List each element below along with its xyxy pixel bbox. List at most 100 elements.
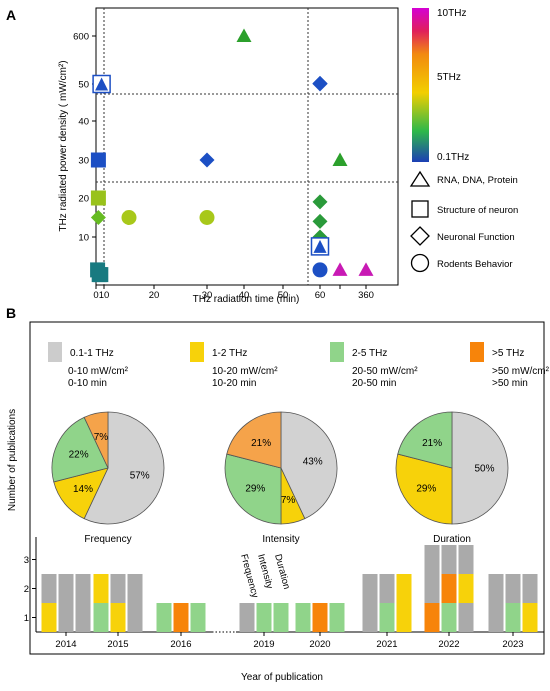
bar-year-label: 2014 [55, 639, 76, 650]
pie-slice [224, 453, 282, 525]
x-tick-label: 10 [99, 290, 110, 301]
bar-year-label: 2019 [253, 639, 274, 650]
pie-slice-label: 29% [245, 483, 265, 494]
legend-swatch [190, 342, 204, 362]
bar-segment [256, 603, 272, 632]
panel-label-b: B [6, 305, 16, 321]
pie-slice-label: 14% [73, 484, 93, 495]
colorbar-label-01thz: 0.1THz [437, 152, 469, 163]
pie-title: Intensity [262, 534, 299, 545]
legend-line-3: 0-10 min [68, 378, 107, 389]
bar-segment [362, 603, 378, 632]
y-tick-label: 20 [78, 194, 89, 205]
bar-segment [93, 574, 109, 603]
bar-segment [505, 574, 521, 603]
data-point-triangle-in-square [310, 237, 330, 256]
pie-slice [83, 411, 109, 469]
bar-segment [458, 574, 474, 603]
pie-slice-label: 22% [69, 450, 89, 461]
bar-segment [379, 574, 395, 603]
bar-segment [488, 603, 504, 632]
point-triangle-fill [95, 77, 109, 91]
x-tick-label: 0 [93, 290, 98, 301]
legend-label-rna: RNA, DNA, Protein [437, 175, 518, 186]
pie-slice-label: 7% [94, 432, 109, 443]
data-point-triangle [358, 262, 374, 276]
y-tick-label: 30 [78, 156, 89, 167]
pie-slice [226, 411, 282, 469]
bar-segment [441, 603, 457, 632]
legend-line-2: 0-10 mW/cm² [68, 366, 129, 377]
colorbar-label-10thz: 10THz [437, 8, 466, 19]
legend-line-3: 20-50 min [352, 378, 396, 389]
bar-segment [156, 603, 172, 632]
pie-slice-label: 50% [474, 464, 494, 475]
data-point-circle [312, 262, 328, 278]
bar-segment [41, 603, 57, 632]
pie-slice-label: 43% [303, 456, 323, 467]
pie-slice [397, 411, 453, 469]
bar-segment [75, 574, 91, 603]
bar-segment [58, 603, 74, 632]
y-tick-label: 40 [78, 117, 89, 128]
bar-year-label: 2016 [170, 639, 191, 650]
legend-label-function: Neuronal Function [437, 232, 515, 243]
bar-segment [522, 574, 538, 603]
data-point-diamond [312, 194, 328, 210]
panel-b-frame [29, 321, 545, 655]
bar-segment [458, 603, 474, 632]
bar-segment [329, 603, 345, 632]
pie-slice [395, 453, 453, 525]
bar-segment [173, 603, 189, 632]
data-point-diamond [312, 213, 328, 229]
x-tick-label: 60 [315, 290, 326, 301]
bar-y-tick-label: 3 [24, 555, 29, 566]
bar-segment [362, 574, 378, 603]
bar-segment [110, 603, 126, 632]
bar-segment [441, 545, 457, 574]
bar-segment [75, 603, 91, 632]
data-point-circle [199, 210, 215, 225]
legend-line-1: 0.1-1 THz [70, 348, 114, 359]
bar-segment [93, 603, 109, 632]
legend-circle-icon [410, 253, 430, 273]
pie-slice [83, 411, 165, 525]
x-tick-label: 30 [202, 290, 213, 301]
pie-slice [51, 416, 109, 483]
y-tick-label: 10 [78, 233, 89, 244]
bar-xlabel: Year of publication [241, 672, 323, 683]
pie-charts: 57% 14% 22% 7% Frequency 43% 7% 29% 21% Intensity… [51, 411, 509, 545]
legend-line-2: 20-50 mW/cm² [352, 366, 418, 377]
x-tick-label: 20 [149, 290, 160, 301]
bar-segment [190, 603, 206, 632]
bar-segment [295, 603, 311, 632]
bar-segment [396, 574, 412, 603]
pie-title: Duration [433, 534, 471, 545]
pie-slice-label: 57% [130, 471, 150, 482]
colorbar [412, 8, 429, 162]
scatter-ylabel: THz radiated power density ( mW/cm²) [58, 60, 69, 231]
bar-year-label: 2020 [309, 639, 330, 650]
legend-diamond-icon [410, 226, 430, 246]
data-point-diamond [90, 210, 106, 225]
data-point-triangle [332, 262, 348, 276]
bar-year-label: 2022 [438, 639, 459, 650]
bar-segment [127, 574, 143, 603]
bar-segment [239, 603, 255, 632]
pie-slice [280, 411, 338, 520]
y-tick-label: 50 [78, 80, 89, 91]
pie-title: Frequency [84, 534, 131, 545]
shape-legend: RNA, DNA, Protein Structure of neuron Ne… [409, 170, 518, 273]
legend-line-2: 10-20 mW/cm² [212, 366, 278, 377]
pie-slice-label: 29% [416, 483, 436, 494]
legend-line-3: 10-20 min [212, 378, 256, 389]
legend-line-1: >5 THz [492, 348, 524, 359]
legend-swatch [330, 342, 344, 362]
bar-segment [110, 574, 126, 603]
x-tick-label: 360 [358, 290, 374, 301]
bar-y-tick-label: 2 [24, 584, 29, 595]
legend-label-structure: Structure of neuron [437, 205, 518, 216]
pie-slice-label: 21% [251, 438, 271, 449]
